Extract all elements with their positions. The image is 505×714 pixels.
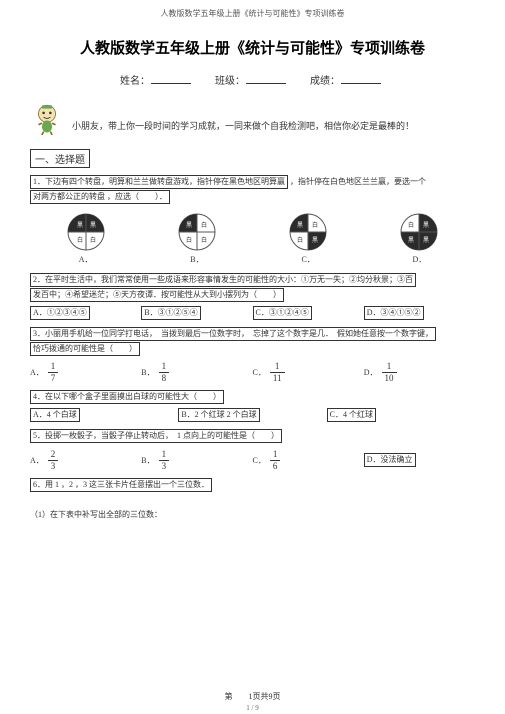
speech-text: 小朋友，带上你一段时间的学习成就，一同来做个自我检测吧，相信你必定是最棒的！ xyxy=(72,97,414,133)
q2-opt-c: C．③①②④⑤ xyxy=(253,306,312,320)
q5-a-num: 2 xyxy=(48,450,59,461)
q5-a-den: 3 xyxy=(48,461,59,471)
page-header: 人教版数学五年级上册《统计与可能性》专项训练卷 xyxy=(0,0,505,19)
q1-spinners: 黑 黑 白 白 A． 黑 白 白 白 B． xyxy=(30,212,475,265)
q3-a-label: A． xyxy=(30,367,44,378)
class-label: 班级： xyxy=(215,76,245,87)
svg-text:黑: 黑 xyxy=(77,222,83,229)
mascot-icon xyxy=(30,101,64,135)
q3-opt-a: A． 17 xyxy=(30,362,141,383)
q5-c-label: C． xyxy=(253,455,266,466)
name-label: 姓名： xyxy=(120,76,150,87)
name-blank xyxy=(151,74,191,84)
svg-text:黑: 黑 xyxy=(423,222,429,229)
q2-stem-b: 发百中；④希望迷茫；⑤天方夜谭．按可能性从大到小摆列为（ ） xyxy=(30,288,284,302)
q3-c-label: C． xyxy=(253,367,266,378)
q3-stem-a: 3．小丽用手机给一位同学打电话， 当拨到最后一位数字时， 忘掉了这个数字是几． … xyxy=(30,327,436,341)
q1-opt-a-label: A． xyxy=(79,255,93,264)
q1-stem-a: 1．下边有四个转盘，明算和兰兰做转盘游戏，指针停在黑色地区明算赢 xyxy=(30,175,288,189)
q2-opt-a: A．①②③④⑤ xyxy=(30,306,90,320)
q5-opt-d: D．没法确立 xyxy=(364,453,475,467)
class-blank xyxy=(246,74,286,84)
svg-text:黑: 黑 xyxy=(297,222,303,229)
q5-b-num: 1 xyxy=(159,450,170,461)
svg-text:白: 白 xyxy=(201,221,207,229)
svg-text:黑: 黑 xyxy=(423,237,429,244)
q1-opt-c: 黑 白 白 黑 C． xyxy=(288,212,328,265)
q4: 4．在以下哪个盒子里面摸出白球的可能性大（ ） xyxy=(30,389,475,404)
q1: 1．下边有四个转盘，明算和兰兰做转盘游戏，指针停在黑色地区明算赢 ，指针停在白色… xyxy=(30,174,475,204)
svg-text:黑: 黑 xyxy=(408,237,414,244)
svg-text:白: 白 xyxy=(312,221,318,229)
q3: 3．小丽用手机给一位同学打电话， 当拨到最后一位数字时， 忘掉了这个数字是几． … xyxy=(30,326,475,356)
q5-opt-c: C． 16 xyxy=(253,450,364,471)
score-label: 成绩： xyxy=(310,76,340,87)
svg-text:白: 白 xyxy=(408,221,414,229)
section-1-title: 一、选择题 xyxy=(30,149,90,168)
q3-a-num: 1 xyxy=(48,362,59,373)
q5-b-den: 3 xyxy=(159,461,170,471)
page-index: 1 / 9 xyxy=(0,704,505,712)
q1-stem-c: 对两方都公正的转盘 ，应选（ ）． xyxy=(30,190,170,204)
q1-opt-a: 黑 黑 白 白 A． xyxy=(66,212,106,265)
q1-opt-c-label: C． xyxy=(301,255,314,264)
svg-text:黑: 黑 xyxy=(90,222,96,229)
q5: 5．投掷一枚骰子，当骰子停止转动后， 1 点向上的可能性是（ ） xyxy=(30,428,475,443)
q6-sub: （1）在下表中补写出全部的三位数： xyxy=(30,510,162,519)
q1-opt-d: 白 黑 黑 黑 D． xyxy=(399,212,439,265)
q5-d-label: D．没法确立 xyxy=(364,453,416,467)
q5-c-num: 1 xyxy=(270,450,281,461)
q3-stem-b: 恰巧拨通的可能性是（ ） xyxy=(30,342,140,356)
q5-opts: A． 23 B． 13 C． 16 D．没法确立 xyxy=(30,450,475,471)
q3-d-den: 10 xyxy=(382,373,397,383)
score-blank xyxy=(341,74,381,84)
q2-opts: A．①②③④⑤ B．③①②⑤④ C．③①②④⑤ D．③④①⑤② xyxy=(30,306,475,320)
page-footer: 第 1页共9页 xyxy=(0,691,505,702)
q4-stem: 4．在以下哪个盒子里面摸出白球的可能性大（ ） xyxy=(30,390,224,404)
q3-b-den: 8 xyxy=(159,373,170,383)
q4-opts: A．4 个白球 B．2 个红球 2 个白球 C．4 个红球 xyxy=(30,408,475,422)
page-title: 人教版数学五年级上册《统计与可能性》专项训练卷 xyxy=(0,37,505,58)
q4-opt-c: C．4 个红球 xyxy=(327,408,376,422)
q3-opt-d: D． 110 xyxy=(364,362,475,383)
info-line: 姓名： 班级： 成绩： xyxy=(0,72,505,87)
q2-opt-b: B．③①②⑤④ xyxy=(141,306,200,320)
q3-a-den: 7 xyxy=(48,373,59,383)
svg-text:白: 白 xyxy=(186,236,192,244)
q1-stem-b: ，指针停在白色地区兰兰赢，要选一个 xyxy=(290,177,426,186)
q3-d-label: D． xyxy=(364,367,378,378)
svg-text:白: 白 xyxy=(201,236,207,244)
q5-b-label: B． xyxy=(141,455,154,466)
svg-text:白: 白 xyxy=(90,236,96,244)
q3-c-den: 11 xyxy=(270,373,285,383)
q2-stem-a: 2．在平时生活中，我们常常使用一些成语来形容事情发生的可能性的大小：①万无一失；… xyxy=(30,273,416,287)
svg-text:黑: 黑 xyxy=(312,237,318,244)
q3-opts: A． 17 B． 18 C． 111 D． 110 xyxy=(30,362,475,383)
q6-stem: 6．用 1 ，2 ，3 这三张卡片任意摆出一个三位数． xyxy=(30,478,212,492)
q6: 6．用 1 ，2 ，3 这三张卡片任意摆出一个三位数． （1）在下表中补写出全部… xyxy=(30,477,475,523)
q1-opt-d-label: D． xyxy=(412,255,426,264)
svg-text:白: 白 xyxy=(77,236,83,244)
q3-b-label: B． xyxy=(141,367,154,378)
q3-d-num: 1 xyxy=(382,362,397,373)
q3-b-num: 1 xyxy=(159,362,170,373)
q1-opt-b: 黑 白 白 白 B． xyxy=(177,212,217,265)
q4-opt-b: B．2 个红球 2 个白球 xyxy=(178,408,259,422)
q2-opt-d: D．③④①⑤② xyxy=(364,306,424,320)
q5-stem: 5．投掷一枚骰子，当骰子停止转动后， 1 点向上的可能性是（ ） xyxy=(30,429,282,443)
q3-opt-b: B． 18 xyxy=(141,362,252,383)
q2: 2．在平时生活中，我们常常使用一些成语来形容事情发生的可能性的大小：①万无一失；… xyxy=(30,271,475,301)
q5-c-den: 6 xyxy=(270,461,281,471)
q5-opt-a: A． 23 xyxy=(30,450,141,471)
q5-a-label: A． xyxy=(30,455,44,466)
q5-opt-b: B． 13 xyxy=(141,450,252,471)
q3-c-num: 1 xyxy=(270,362,285,373)
svg-text:白: 白 xyxy=(297,236,303,244)
q3-opt-c: C． 111 xyxy=(253,362,364,383)
svg-text:黑: 黑 xyxy=(186,222,192,229)
q4-opt-a: A．4 个白球 xyxy=(30,408,80,422)
q1-opt-b-label: B． xyxy=(190,255,203,264)
